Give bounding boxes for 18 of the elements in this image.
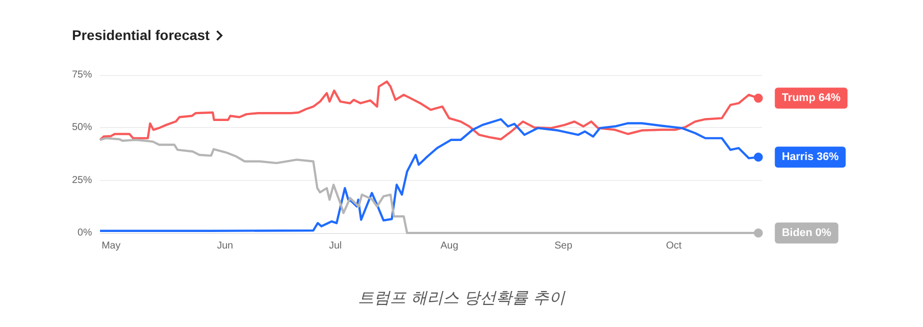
text: Harris 36% bbox=[782, 151, 839, 164]
x-tick-label: Aug bbox=[440, 240, 458, 252]
x-tick-label: Jul bbox=[328, 240, 342, 252]
y-tick-label: 50% bbox=[72, 122, 92, 134]
x-tick-label: Jun bbox=[216, 240, 234, 252]
y-tick-label: 0% bbox=[78, 228, 92, 238]
point bbox=[754, 152, 763, 162]
x-tick-label: Sep bbox=[554, 240, 573, 252]
text: 트럼프 해리스 당선확률 추이 bbox=[356, 288, 566, 309]
text: Trump 64% bbox=[782, 92, 841, 104]
point bbox=[754, 228, 763, 238]
text: Biden 0% bbox=[782, 227, 832, 239]
x-tick-label: Oct bbox=[666, 240, 682, 252]
y-tick-label: 75% bbox=[72, 70, 92, 80]
point bbox=[754, 94, 763, 103]
y-tick-label: 25% bbox=[72, 174, 92, 186]
chart-title: Presidential forecast bbox=[72, 27, 210, 43]
x-tick-label: May bbox=[102, 240, 120, 252]
